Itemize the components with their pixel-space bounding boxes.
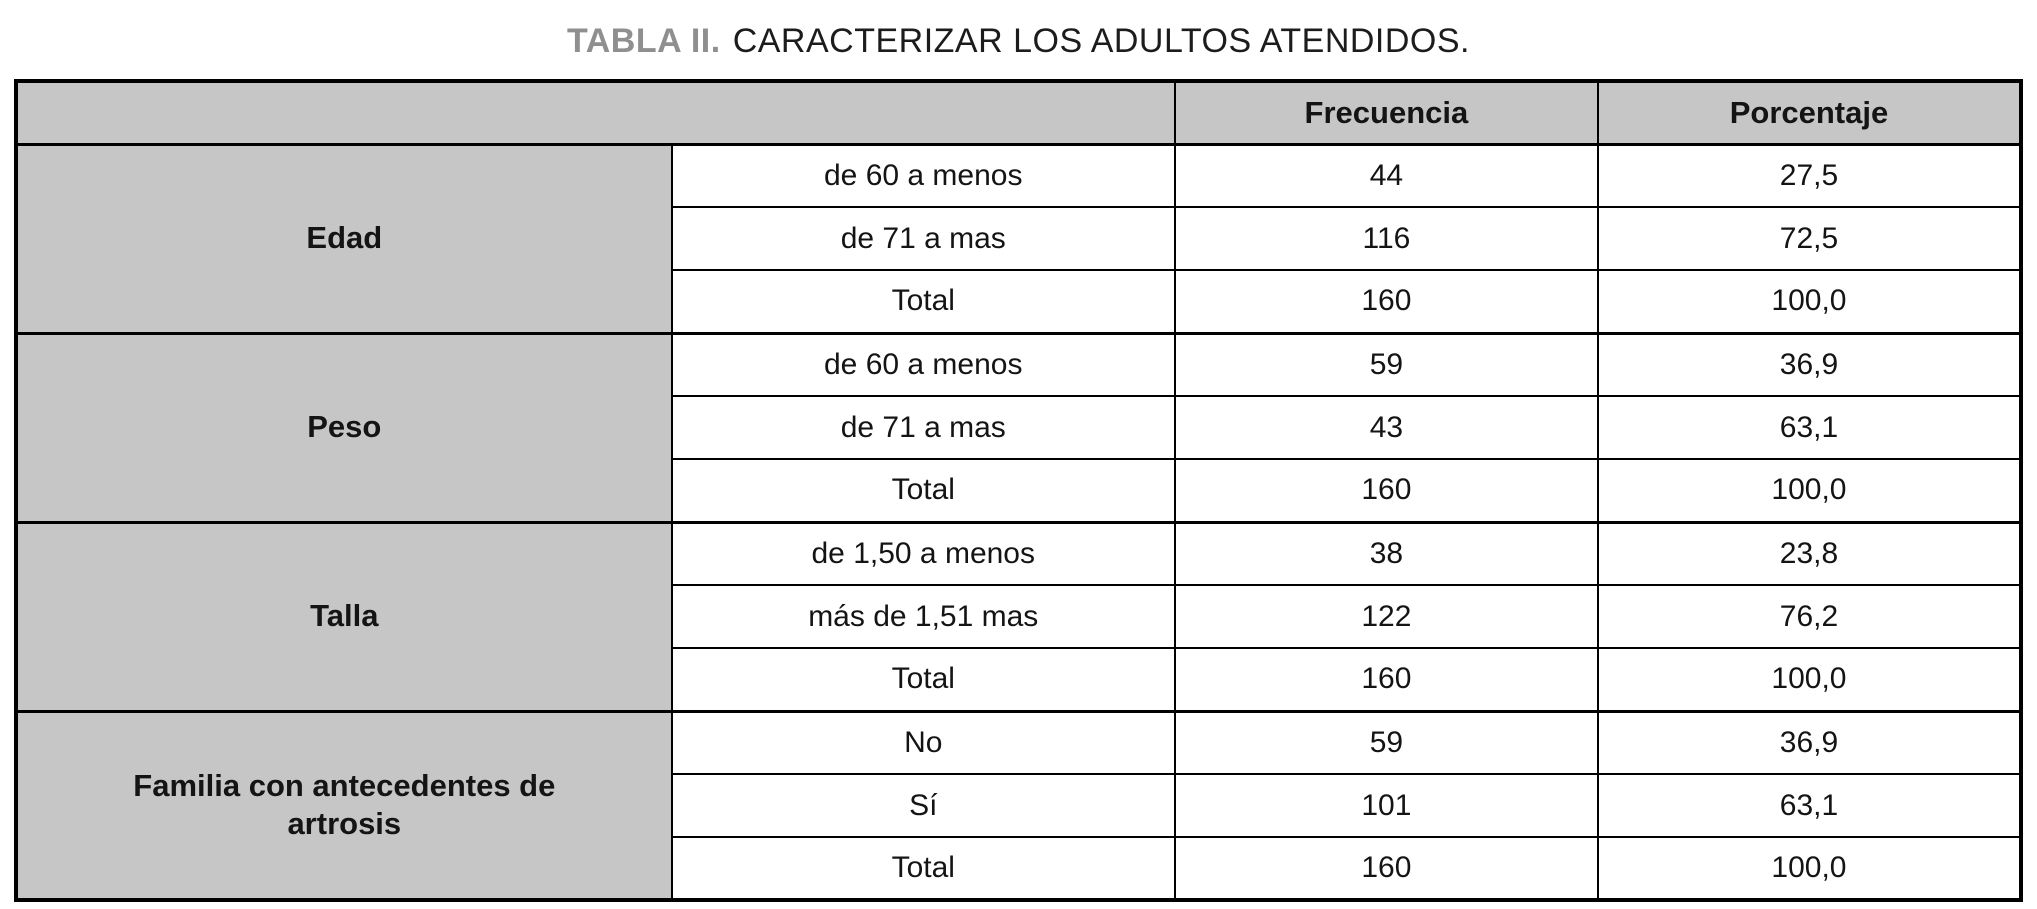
row-label-cell: de 71 a mas (670, 395, 1176, 460)
category-label: Peso (307, 409, 382, 445)
category-cell-familia: Familia con antecedentes de artrosis (15, 709, 673, 901)
percentage-value-cell: 100,0 (1596, 647, 2023, 712)
row-label-cell: Total (670, 836, 1176, 901)
percentage-value-cell: 63,1 (1596, 773, 2023, 838)
frequency-value-cell: 59 (1173, 331, 1599, 397)
category-label: Edad (306, 220, 383, 256)
header-row: Frecuencia Porcentaje (15, 80, 2023, 146)
category-cell-edad: Edad (15, 142, 673, 334)
table-row: Talla de 1,50 a menos 38 23,8 (15, 520, 2023, 712)
table-row: más de 1,51 mas 122 76,2 (16, 584, 2023, 649)
table-title-text: CARACTERIZAR LOS ADULTOS ATENDIDOS. (732, 22, 1470, 60)
frequency-value-cell: 44 (1173, 142, 1599, 208)
table-title: TABLA II. CARACTERIZAR LOS ADULTOS ATENDI… (14, 22, 2023, 61)
row-label-cell: de 71 a mas (670, 206, 1176, 271)
row-label-cell: más de 1,51 mas (670, 584, 1176, 649)
table-row: de 71 a mas 116 72,5 (16, 206, 2023, 271)
row-label-cell: Sí (670, 773, 1176, 838)
table-row-total: Total 160 100,0 (16, 458, 2023, 523)
row-label-cell: Total (670, 269, 1176, 334)
percentage-value-cell: 100,0 (1596, 269, 2023, 334)
header-porcentaje: Porcentaje (1596, 80, 2023, 146)
category-label: Talla (310, 598, 379, 634)
frequency-value-cell: 101 (1173, 773, 1599, 838)
percentage-value-cell: 100,0 (1596, 458, 2023, 523)
row-label-cell: Total (670, 647, 1176, 712)
category-cell-talla: Talla (15, 520, 673, 712)
table-row: Familia con antecedentes de artrosis No … (15, 709, 2023, 901)
table-row: Sí 101 63,1 (16, 773, 2023, 838)
percentage-value-cell: 72,5 (1596, 206, 2023, 271)
percentage-value-cell: 36,9 (1596, 709, 2023, 775)
header-blank-cell (15, 80, 1176, 146)
frequency-value-cell: 160 (1173, 836, 1599, 901)
row-label-cell: Total (670, 458, 1176, 523)
table-row-total: Total 160 100,0 (16, 836, 2023, 901)
frequency-value-cell: 160 (1173, 269, 1599, 334)
table-row-total: Total 160 100,0 (16, 269, 2023, 334)
percentage-value-cell: 23,8 (1596, 520, 2023, 586)
row-label-cell: de 1,50 a menos (670, 520, 1176, 586)
frequency-value-cell: 43 (1173, 395, 1599, 460)
row-label-cell: de 60 a menos (670, 142, 1176, 208)
percentage-value-cell: 100,0 (1596, 836, 2023, 901)
row-label-cell: de 60 a menos (670, 331, 1176, 397)
percentage-value-cell: 36,9 (1596, 331, 2023, 397)
table-row: Edad de 60 a menos 44 27,5 (15, 142, 2023, 334)
frequency-value-cell: 160 (1173, 458, 1599, 523)
data-table: Frecuencia Porcentaje Edad de 60 a menos… (14, 79, 2023, 902)
percentage-value-cell: 63,1 (1596, 395, 2023, 460)
row-label-cell: No (670, 709, 1176, 775)
table-row-total: Total 160 100,0 (16, 647, 2023, 712)
table-row: de 71 a mas 43 63,1 (16, 395, 2023, 460)
frequency-value-cell: 38 (1173, 520, 1599, 586)
frequency-value-cell: 122 (1173, 584, 1599, 649)
table-title-label: TABLA II. (566, 22, 721, 60)
percentage-value-cell: 27,5 (1596, 142, 2023, 208)
percentage-value-cell: 76,2 (1596, 584, 2023, 649)
table-row: Peso de 60 a menos 59 36,9 (15, 331, 2023, 523)
category-cell-peso: Peso (15, 331, 673, 523)
frequency-value-cell: 59 (1173, 709, 1599, 775)
frequency-value-cell: 116 (1173, 206, 1599, 271)
frequency-value-cell: 160 (1173, 647, 1599, 712)
category-label: Familia con antecedentes de artrosis (133, 767, 556, 842)
header-frecuencia: Frecuencia (1173, 80, 1599, 146)
